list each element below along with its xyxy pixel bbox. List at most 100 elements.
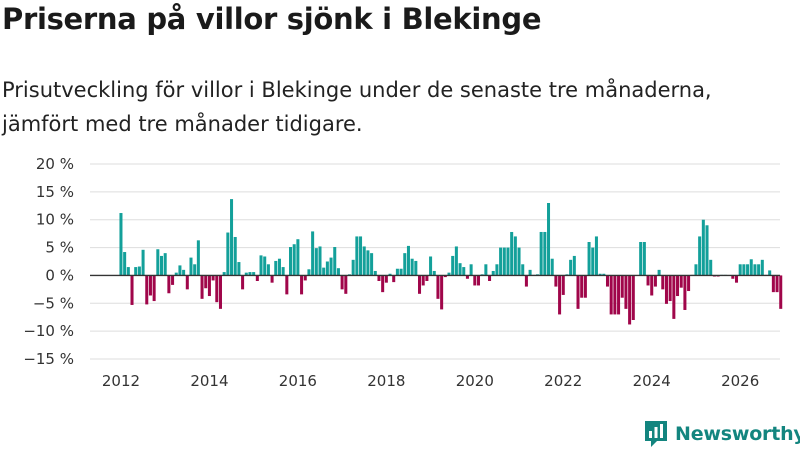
bar [167, 275, 171, 294]
bar [550, 258, 554, 276]
bar [277, 258, 281, 276]
bar [285, 275, 289, 295]
y-tick-label: 15 % [36, 183, 74, 201]
bar [491, 270, 495, 276]
bar [454, 246, 458, 276]
bar [303, 275, 307, 281]
bar [705, 225, 709, 276]
bar [211, 275, 215, 281]
bar [676, 275, 680, 297]
bar [406, 245, 410, 276]
bar [624, 275, 628, 309]
bar [248, 272, 252, 276]
bar [517, 247, 521, 276]
bar [465, 275, 469, 279]
bar [749, 259, 753, 276]
bar [609, 275, 613, 315]
bar [753, 264, 757, 276]
bar [653, 275, 657, 287]
bar [123, 252, 127, 276]
bar [311, 231, 315, 276]
newsworthy-logo-icon [645, 421, 667, 447]
bar [230, 199, 234, 276]
bar [502, 247, 506, 276]
bar [731, 275, 735, 279]
bar [296, 239, 300, 276]
bar [292, 244, 296, 276]
bar [373, 270, 377, 276]
bar [421, 275, 425, 286]
bar [274, 260, 278, 276]
bar [377, 275, 381, 281]
x-tick-label: 2018 [367, 372, 405, 390]
bar [495, 264, 499, 276]
bar [171, 275, 175, 285]
bar [344, 275, 348, 294]
bar [196, 240, 200, 276]
bar [156, 249, 160, 276]
y-tick-label: −15 % [23, 350, 74, 368]
bar [738, 264, 742, 276]
bar [587, 242, 591, 276]
bar [698, 236, 702, 276]
bar [679, 275, 683, 288]
bar [528, 269, 532, 276]
bar [631, 275, 635, 320]
bar [418, 275, 422, 294]
bar [709, 259, 713, 276]
bar [204, 275, 208, 289]
bar [613, 275, 617, 315]
y-tick-label: 5 % [45, 239, 74, 257]
bar [639, 242, 643, 276]
chart-subtitle: Prisutveckling för villor i Blekinge und… [2, 73, 782, 141]
bar [307, 269, 311, 276]
bar [314, 248, 318, 276]
bar [451, 255, 455, 276]
bar [193, 264, 197, 276]
bar [664, 275, 668, 304]
bar [510, 231, 514, 276]
bar [429, 256, 433, 276]
bar [226, 232, 230, 276]
y-tick-label: 20 % [36, 155, 74, 173]
bar [436, 275, 440, 299]
x-tick-label: 2012 [102, 372, 140, 390]
bar [255, 275, 259, 281]
y-tick-label: 10 % [36, 211, 74, 229]
bar [152, 275, 156, 302]
bar [318, 246, 322, 276]
newsworthy-logo: Newsworthy [643, 420, 800, 448]
bar [547, 203, 551, 276]
bar [746, 264, 750, 276]
bar [259, 255, 263, 276]
bar [126, 267, 130, 276]
bar [488, 275, 492, 281]
bar [469, 264, 473, 276]
bar [233, 236, 237, 276]
bar [701, 219, 705, 276]
bar [355, 236, 359, 276]
bar [351, 259, 355, 276]
bar [289, 247, 293, 276]
bar [200, 275, 204, 299]
bar [440, 275, 444, 310]
bar [178, 265, 182, 276]
x-tick-label: 2014 [190, 372, 228, 390]
bar [476, 275, 481, 286]
bar [148, 275, 152, 296]
x-tick-label: 2024 [633, 372, 671, 390]
bar [241, 275, 245, 290]
bar [768, 270, 772, 276]
bar [687, 275, 691, 292]
bar [558, 275, 562, 315]
bar [370, 253, 374, 276]
bar [425, 275, 429, 281]
bar [580, 275, 584, 298]
bar [329, 257, 333, 276]
bar [742, 264, 746, 276]
bar [561, 275, 565, 295]
chart-title: Priserna på villor sjönk i Blekinge [2, 2, 542, 36]
bar [388, 273, 392, 276]
bar [159, 255, 164, 276]
